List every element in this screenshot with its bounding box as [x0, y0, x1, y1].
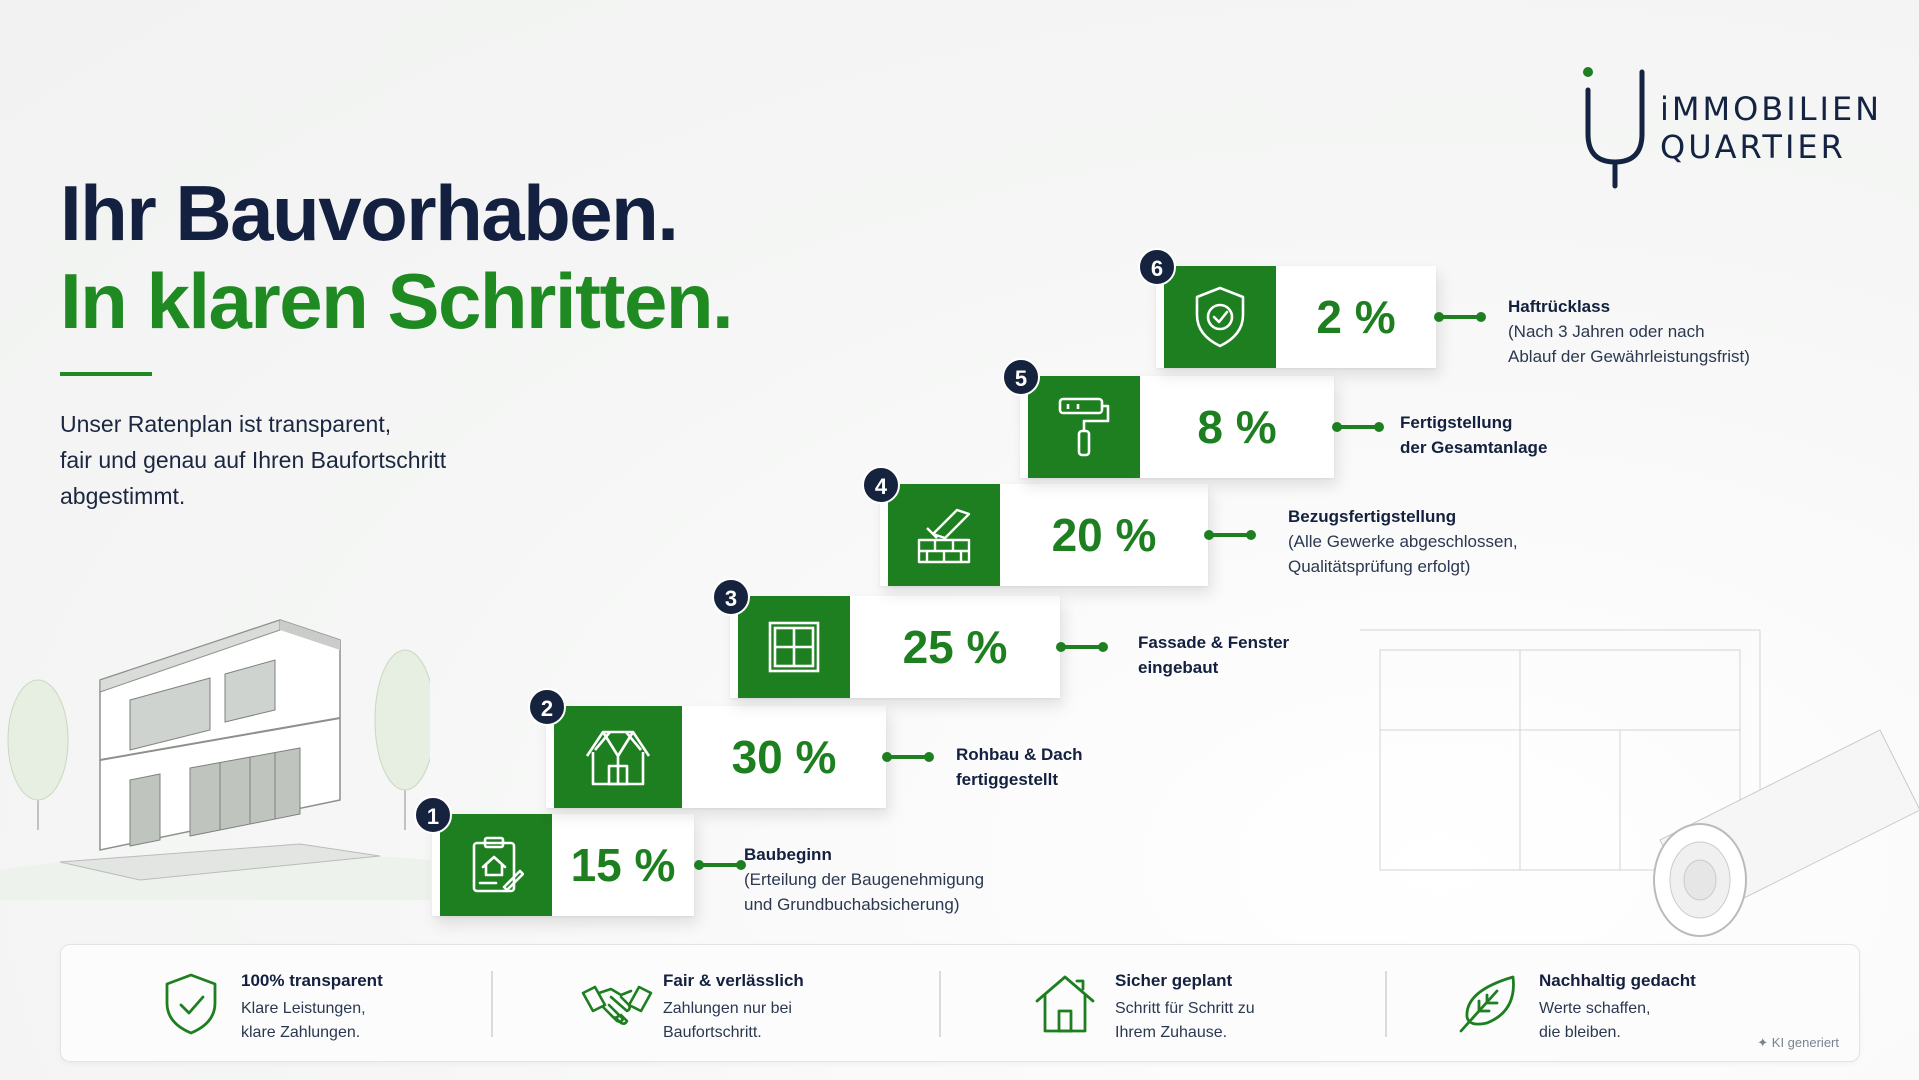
step-description: Baubeginn (Erteilung der Baugenehmigung …: [744, 842, 984, 917]
step-title: Baubeginn: [744, 845, 832, 864]
ai-generated-note: ✦ KI generiert: [1757, 1035, 1839, 1050]
step-number-badge: 6: [1138, 248, 1176, 286]
step-title: Fassade & Fenster: [1138, 633, 1290, 652]
logo-line1: iMMOBILIEN: [1660, 90, 1883, 128]
features-bar: 100% transparent Klare Leistungen, klare…: [60, 944, 1860, 1062]
step-sub1: (Alle Gewerke abgeschlossen,: [1288, 532, 1518, 551]
feature-line2: die bleiben.: [1539, 1024, 1621, 1041]
divider: [1385, 971, 1387, 1037]
feature-text: Schritt für Schritt zu Ihrem Zuhause.: [1115, 997, 1255, 1045]
feature-text: Zahlungen nur bei Baufortschritt.: [663, 997, 792, 1045]
feature-line2: Ihrem Zuhause.: [1115, 1024, 1228, 1041]
feature-text: Werte schaffen, die bleiben.: [1539, 997, 1650, 1045]
step-icon-box: [738, 596, 850, 698]
step-number-badge: 1: [414, 796, 452, 834]
house-icon: [1035, 975, 1095, 1033]
feature-line1: Werte schaffen,: [1539, 1000, 1651, 1017]
logo: iMMOBILIEN QUARTIER: [1572, 62, 1879, 192]
step-connector: [1434, 312, 1486, 322]
blueprint-roll-illustration: [1360, 629, 1919, 937]
step-icon-box: [1028, 376, 1140, 478]
step-number-badge: 4: [862, 466, 900, 504]
step-description: Rohbau & Dach fertiggestellt: [956, 742, 1083, 792]
step-percent: 15 %: [570, 839, 676, 891]
step-connector: [1332, 422, 1384, 432]
feature-line2: klare Zahlungen.: [241, 1024, 361, 1041]
feature-title: 100% transparent: [241, 971, 383, 990]
intro-text: Unser Ratenplan ist transparent, fair un…: [60, 406, 500, 514]
feature-line1: Zahlungen nur bei: [663, 1000, 792, 1017]
step-sub1: eingebaut: [1138, 658, 1219, 677]
step-connector: [1204, 530, 1256, 540]
step-title: Rohbau & Dach: [956, 745, 1083, 764]
feature-title: Sicher geplant: [1115, 971, 1233, 990]
step-icon-box: [1164, 266, 1276, 368]
house-frame-icon: [585, 730, 651, 786]
step-description: Fassade & Fenster eingebaut: [1138, 630, 1289, 680]
logo-mark-icon: [1583, 67, 1645, 189]
step-icon-box: [888, 484, 1000, 586]
intro-line1: Unser Ratenplan ist transparent,: [60, 411, 392, 437]
step-title: Fertigstellung: [1400, 413, 1513, 432]
step-percent: 20 %: [1051, 509, 1157, 561]
step-number-badge: 2: [528, 688, 566, 726]
step-number-badge: 3: [712, 578, 750, 616]
step-number-badge: 5: [1002, 358, 1040, 396]
intro-line3: abgestimmt.: [60, 483, 186, 509]
step-icon-box: [440, 814, 552, 916]
step-sub2: Qualitätsprüfung erfolgt): [1288, 557, 1471, 576]
step-description: Haftrücklass (Nach 3 Jahren oder nach Ab…: [1508, 294, 1750, 369]
step-sub1: (Erteilung der Baugenehmigung: [744, 870, 985, 889]
step-connector: [694, 860, 746, 870]
step-percent: 8 %: [1197, 401, 1277, 453]
handshake-icon: [581, 985, 653, 1025]
feature-line1: Schritt für Schritt zu: [1115, 1000, 1255, 1017]
step-icon-box: [554, 706, 682, 808]
step-sub2: und Grundbuchabsicherung): [744, 895, 960, 914]
step-title: Bezugsfertigstellung: [1288, 507, 1457, 526]
step-sub1: der Gesamtanlage: [1400, 438, 1548, 457]
step-sub2: Ablauf der Gewährleistungsfrist): [1508, 347, 1750, 366]
step-sub1: (Nach 3 Jahren oder nach: [1508, 322, 1705, 341]
divider: [491, 971, 493, 1037]
feature-line2: Baufortschritt.: [663, 1024, 762, 1041]
leaf-icon: [1459, 975, 1515, 1033]
step-description: Bezugsfertigstellung (Alle Gewerke abges…: [1288, 504, 1518, 579]
divider: [939, 971, 941, 1037]
accent-rule: [60, 372, 152, 376]
headline-line2: In klaren Schritten.: [60, 257, 734, 345]
step-sub1: fertiggestellt: [956, 770, 1059, 789]
step-percent: 25 %: [902, 621, 1008, 673]
house-illustration: [0, 619, 430, 900]
logo-line2: QUARTIER: [1660, 128, 1846, 166]
paint-roller-icon: [1058, 397, 1110, 457]
clipboard-house-icon: [472, 836, 524, 893]
feature-line1: Klare Leistungen,: [241, 1000, 366, 1017]
intro-line2: fair und genau auf Ihren Baufortschritt: [60, 447, 447, 473]
step-connector: [882, 752, 934, 762]
trowel-bricks-icon: [917, 508, 971, 564]
shield-check-icon: [165, 973, 217, 1035]
feature-title: Fair & verlässlich: [663, 971, 804, 990]
feature-text: Klare Leistungen, klare Zahlungen.: [241, 997, 366, 1045]
shield-check-icon: [1195, 286, 1245, 348]
step-percent: 2 %: [1316, 291, 1396, 343]
step-description: Fertigstellung der Gesamtanlage: [1400, 410, 1547, 460]
step-percent: 30 %: [731, 731, 837, 783]
window-icon: [768, 621, 820, 673]
step-title: Haftrücklass: [1508, 297, 1611, 316]
step-connector: [1056, 642, 1108, 652]
feature-title: Nachhaltig gedacht: [1539, 971, 1696, 990]
headline-line1: Ihr Bauvorhaben.: [60, 169, 679, 257]
